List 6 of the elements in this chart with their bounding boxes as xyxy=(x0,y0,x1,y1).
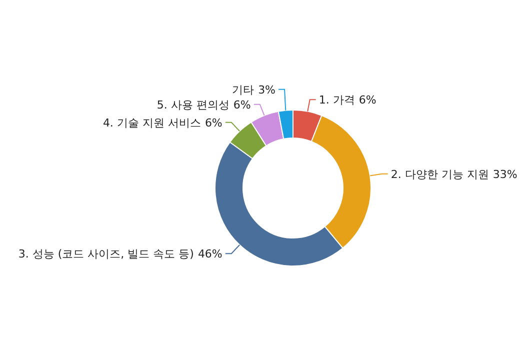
category-label: 2. 다양한 기능 지원 xyxy=(390,168,489,181)
category-label: 3. 성능 (코드 사이즈, 빌드 속도 등) xyxy=(18,248,194,261)
category-label: 4. 기술 지원 서비스 xyxy=(102,116,201,130)
category-label: 5. 사용 편의성 xyxy=(156,98,230,112)
category-label: 기타 xyxy=(232,83,254,96)
category-label: 1. 가격 xyxy=(318,94,355,107)
